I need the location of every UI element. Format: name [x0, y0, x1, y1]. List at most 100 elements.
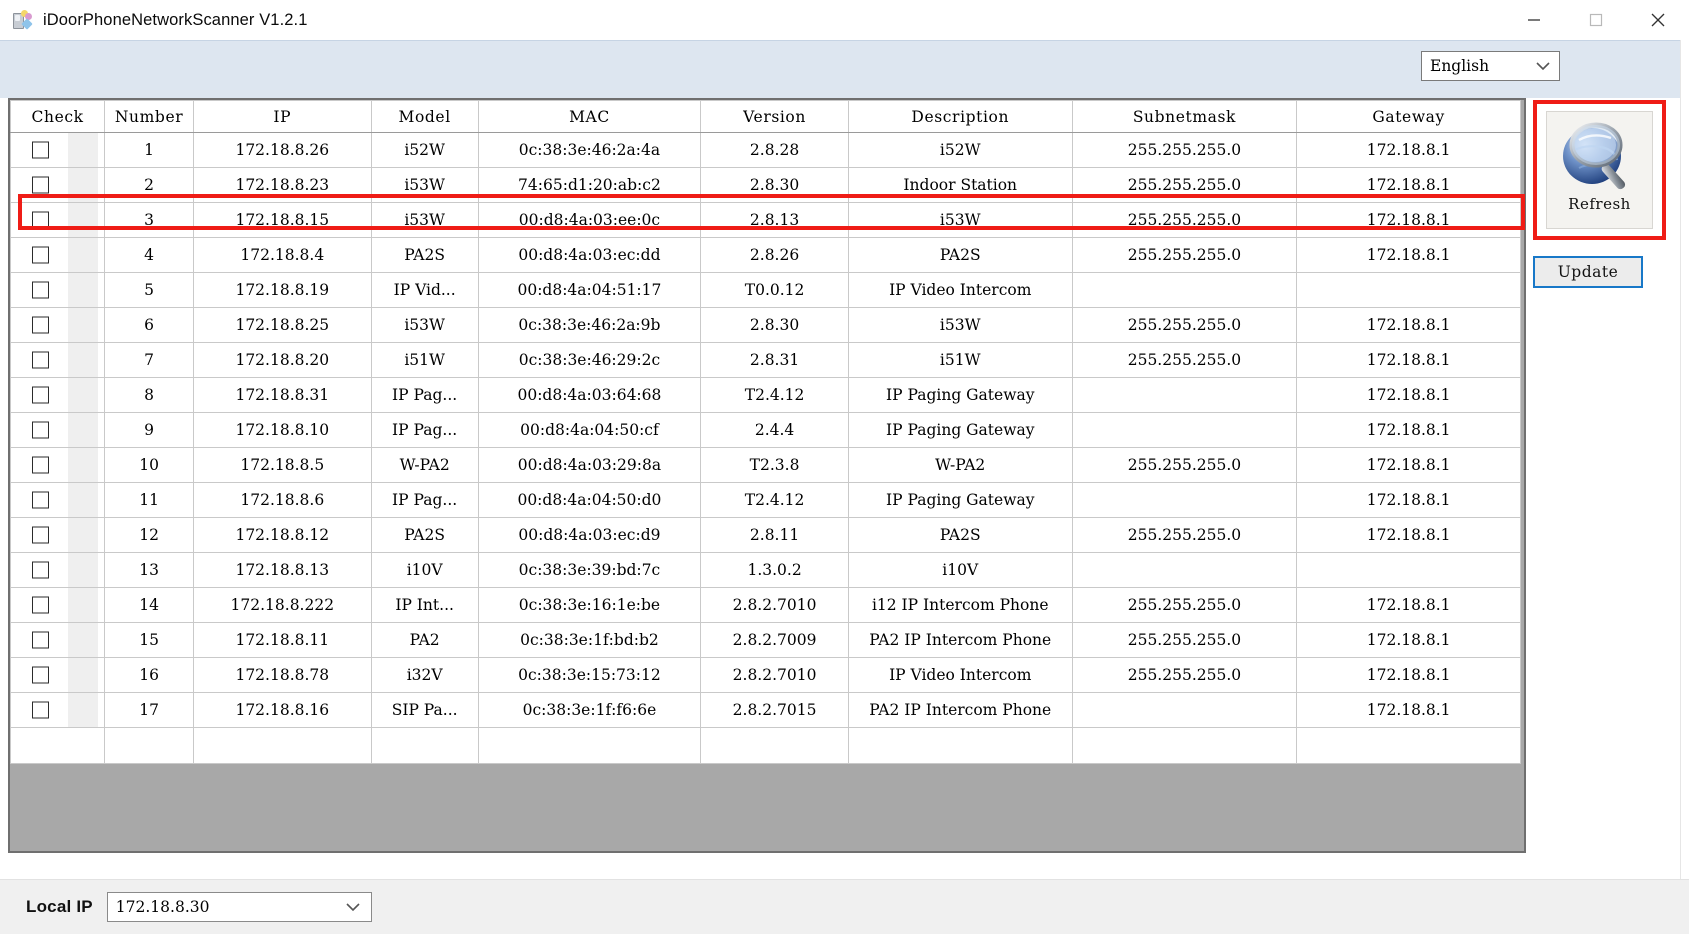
- cell-version: 2.8.2.7010: [700, 587, 849, 623]
- table-row[interactable]: 13 172.18.8.13 i10V 0c:38:3e:39:bd:7c 1.3.0.…: [9, 552, 1521, 588]
- table-row[interactable]: 3 172.18.8.15 i53W 00:d8:4a:03:ee:0c 2.8.13 i…: [9, 202, 1521, 238]
- column-header-subnetmask[interactable]: Subnetmask: [1071, 100, 1298, 133]
- table-row[interactable]: 7 172.18.8.20 i51W 0c:38:3e:46:29:2c 2.8.31 i…: [9, 342, 1521, 378]
- cell-ip: 172.18.8.25: [192, 307, 372, 343]
- cell-gateway: 172.18.8.1: [1296, 587, 1521, 623]
- cell-ip: 172.18.8.4: [192, 237, 372, 273]
- table-row[interactable]: 4 172.18.8.4 PA2S 00:d8:4a:03:ec:dd 2.8.26 PA…: [9, 237, 1521, 273]
- empty-cell: [9, 727, 106, 764]
- row-checkbox[interactable]: [32, 281, 49, 299]
- row-checkbox-cell[interactable]: [9, 657, 106, 693]
- table-row[interactable]: 15 172.18.8.11 PA2 0c:38:3e:1f:bd:b2 2.8.2.7…: [9, 622, 1521, 658]
- row-checkbox[interactable]: [32, 631, 49, 649]
- table-row[interactable]: 6 172.18.8.25 i53W 0c:38:3e:46:2a:9b 2.8.30 i…: [9, 307, 1521, 343]
- table-row[interactable]: 10 172.18.8.5 W-PA2 00:d8:4a:03:29:8a T2.3.8…: [9, 447, 1521, 483]
- column-header-version[interactable]: Version: [700, 100, 849, 133]
- cell-gateway: 172.18.8.1: [1296, 692, 1521, 728]
- table-row[interactable]: 12 172.18.8.12 PA2S 00:d8:4a:03:ec:d9 2.8.11…: [9, 517, 1521, 553]
- cell-version: T2.4.12: [700, 482, 849, 518]
- row-checkbox-cell[interactable]: [9, 237, 106, 273]
- row-checkbox-cell[interactable]: [9, 482, 106, 518]
- cell-ip: 172.18.8.23: [192, 167, 372, 203]
- row-checkbox-cell[interactable]: [9, 587, 106, 623]
- row-checkbox[interactable]: [32, 316, 49, 334]
- row-checkbox-cell[interactable]: [9, 412, 106, 448]
- row-checkbox-cell[interactable]: [9, 202, 106, 238]
- column-header-mac[interactable]: MAC: [477, 100, 702, 133]
- row-checkbox-cell[interactable]: [9, 622, 106, 658]
- column-header-ip[interactable]: IP: [192, 100, 372, 133]
- cell-gateway: 172.18.8.1: [1296, 132, 1521, 168]
- local-ip-select[interactable]: 172.18.8.30: [106, 892, 372, 922]
- row-checkbox-cell[interactable]: [9, 692, 106, 728]
- column-header-number[interactable]: Number: [104, 100, 194, 133]
- table-row[interactable]: 2 172.18.8.23 i53W 74:65:d1:20:ab:c2 2.8.30 I…: [9, 167, 1521, 203]
- cell-version: 2.8.30: [700, 167, 849, 203]
- cell-mac: 0c:38:3e:1f:f6:6e: [477, 692, 702, 728]
- column-header-gateway[interactable]: Gateway: [1296, 100, 1521, 133]
- row-checkbox[interactable]: [32, 141, 49, 159]
- row-checkbox[interactable]: [32, 246, 49, 264]
- cell-mac: 00:d8:4a:03:64:68: [477, 377, 702, 413]
- table-row[interactable]: 5 172.18.8.19 IP Vid... 00:d8:4a:04:51:17 T0…: [9, 272, 1521, 308]
- row-checkbox-cell[interactable]: [9, 377, 106, 413]
- cell-description: i51W: [847, 342, 1073, 378]
- cell-gateway: 172.18.8.1: [1296, 657, 1521, 693]
- row-checkbox[interactable]: [32, 526, 49, 544]
- row-checkbox[interactable]: [32, 491, 49, 509]
- table-row[interactable]: 14 172.18.8.222 IP Int... 0c:38:3e:16:1e:be…: [9, 587, 1521, 623]
- empty-cell: [847, 727, 1073, 764]
- minimize-button[interactable]: [1503, 0, 1565, 40]
- row-checkbox[interactable]: [32, 211, 49, 229]
- row-selector-strip: [68, 168, 98, 202]
- row-checkbox[interactable]: [32, 561, 49, 579]
- maximize-button[interactable]: [1565, 0, 1627, 40]
- row-checkbox-cell[interactable]: [9, 307, 106, 343]
- row-checkbox-cell[interactable]: [9, 517, 106, 553]
- row-checkbox[interactable]: [32, 456, 49, 474]
- close-icon: [1651, 13, 1665, 27]
- cell-description: IP Paging Gateway: [847, 482, 1073, 518]
- column-header-check[interactable]: Check: [9, 100, 106, 133]
- cell-ip: 172.18.8.16: [192, 692, 372, 728]
- row-checkbox[interactable]: [32, 666, 49, 684]
- close-button[interactable]: [1627, 0, 1689, 40]
- refresh-button[interactable]: Refresh: [1546, 111, 1653, 229]
- table-row[interactable]: 11 172.18.8.6 IP Pag... 00:d8:4a:04:50:d0 T2…: [9, 482, 1521, 518]
- row-selector-strip: [68, 133, 98, 167]
- update-button[interactable]: Update: [1533, 256, 1643, 288]
- row-checkbox-cell[interactable]: [9, 447, 106, 483]
- cell-model: IP Vid...: [370, 272, 479, 308]
- cell-gateway: 172.18.8.1: [1296, 237, 1521, 273]
- cell-description: i12 IP Intercom Phone: [847, 587, 1073, 623]
- row-checkbox[interactable]: [32, 596, 49, 614]
- cell-mac: 00:d8:4a:04:50:cf: [477, 412, 702, 448]
- cell-version: T2.4.12: [700, 377, 849, 413]
- row-checkbox-cell[interactable]: [9, 552, 106, 588]
- row-checkbox[interactable]: [32, 421, 49, 439]
- row-checkbox-cell[interactable]: [9, 167, 106, 203]
- row-checkbox[interactable]: [32, 351, 49, 369]
- cell-mac: 0c:38:3e:1f:bd:b2: [477, 622, 702, 658]
- table-row[interactable]: 1 172.18.8.26 i52W 0c:38:3e:46:2a:4a 2.8.28 i…: [9, 132, 1521, 168]
- table-row[interactable]: 16 172.18.8.78 i32V 0c:38:3e:15:73:12 2.8.2.…: [9, 657, 1521, 693]
- row-checkbox-cell[interactable]: [9, 132, 106, 168]
- table-row[interactable]: 8 172.18.8.31 IP Pag... 00:d8:4a:03:64:68 T2…: [9, 377, 1521, 413]
- cell-number: 11: [104, 482, 194, 518]
- row-checkbox-cell[interactable]: [9, 342, 106, 378]
- cell-number: 3: [104, 202, 194, 238]
- table-row[interactable]: 17 172.18.8.16 SIP Pa... 0c:38:3e:1f:f6:6e 2…: [9, 692, 1521, 728]
- window-scrollbar-track[interactable]: [1680, 40, 1689, 882]
- row-checkbox[interactable]: [32, 701, 49, 719]
- cell-description: i53W: [847, 202, 1073, 238]
- language-select[interactable]: English: [1421, 51, 1560, 81]
- row-checkbox-cell[interactable]: [9, 272, 106, 308]
- table-row[interactable]: 9 172.18.8.10 IP Pag... 00:d8:4a:04:50:cf 2.…: [9, 412, 1521, 448]
- empty-cell: [1296, 727, 1521, 764]
- row-selector-strip: [68, 658, 98, 692]
- cell-mac: 00:d8:4a:03:ee:0c: [477, 202, 702, 238]
- row-checkbox[interactable]: [32, 176, 49, 194]
- row-checkbox[interactable]: [32, 386, 49, 404]
- column-header-model[interactable]: Model: [370, 100, 479, 133]
- column-header-description[interactable]: Description: [847, 100, 1073, 133]
